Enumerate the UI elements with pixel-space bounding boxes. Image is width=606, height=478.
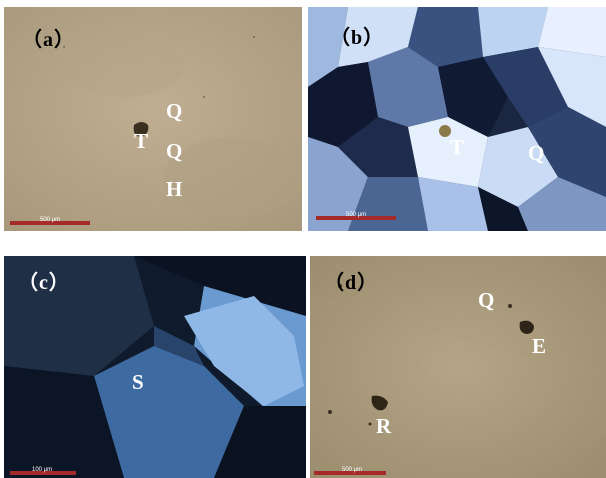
micrograph-panel-d: （d） Q E R 500 μm bbox=[310, 256, 606, 478]
scale-bar-d: 500 μm bbox=[314, 467, 386, 475]
mineral-label-a-h: H bbox=[166, 177, 183, 201]
scale-text-a: 500 μm bbox=[40, 217, 61, 223]
scale-text-b: 500 μm bbox=[346, 212, 367, 218]
mineral-label-b-t: T bbox=[450, 135, 465, 159]
scale-bar-b: 500 μm bbox=[316, 212, 396, 220]
mineral-label-a-q2: Q bbox=[166, 139, 183, 163]
mineral-label-d-e: E bbox=[532, 334, 547, 358]
mineral-label-d-q: Q bbox=[478, 288, 495, 312]
panel-label-d: （d） bbox=[324, 272, 379, 294]
panel-label-b: （b） bbox=[330, 27, 385, 49]
scale-text-c: 100 μm bbox=[32, 467, 53, 473]
mineral-label-b-q: Q bbox=[528, 141, 545, 165]
scale-bar-a: 500 μm bbox=[10, 217, 90, 225]
micrograph-panel-b: （b） T Q 500 μm bbox=[308, 7, 606, 231]
micrograph-b-image bbox=[308, 7, 606, 231]
mineral-label-a-t: T bbox=[134, 129, 149, 153]
micrograph-panel-a: （a） T Q Q H 500 μm bbox=[4, 7, 302, 231]
micrograph-c-image bbox=[4, 256, 306, 478]
mineral-label-d-r: R bbox=[376, 414, 392, 438]
panel-label-a: （a） bbox=[22, 29, 75, 51]
panel-label-c: （c） bbox=[18, 272, 70, 294]
mineral-label-a-q1: Q bbox=[166, 99, 183, 123]
micrograph-panel-c: （c） S 100 μm bbox=[4, 256, 306, 478]
micrograph-a-image bbox=[4, 7, 302, 231]
micrograph-d-image bbox=[310, 256, 606, 478]
scale-bar-c: 100 μm bbox=[10, 467, 76, 475]
scale-text-d: 500 μm bbox=[342, 467, 363, 473]
mineral-label-c-s: S bbox=[132, 370, 144, 394]
